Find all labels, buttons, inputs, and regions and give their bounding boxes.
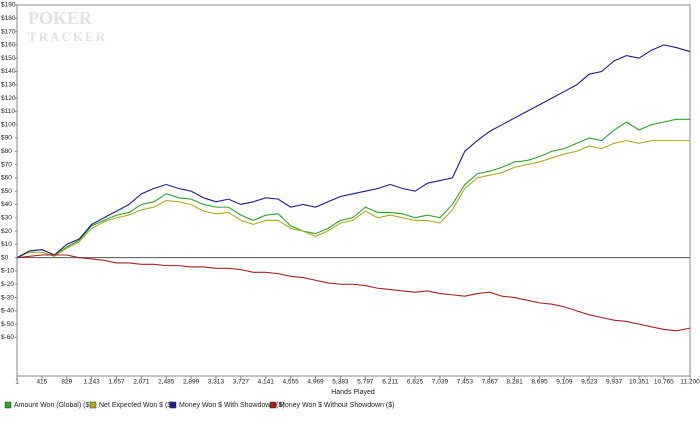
y-tick-label: $160: [1, 42, 16, 49]
x-tick-label: 2,071: [133, 379, 150, 386]
series-line: [16, 118, 690, 259]
y-tick-label: $140: [1, 68, 16, 75]
x-tick-label: 5,797: [357, 379, 374, 386]
x-tick-label: 2,485: [158, 379, 175, 386]
legend-label: Money Won $ Without Showdown ($): [279, 402, 394, 409]
x-axis-title: Hands Played: [331, 389, 375, 396]
y-tick-label: $190: [1, 2, 16, 9]
y-tick-label: $130: [1, 82, 16, 89]
y-tick-label: $40: [1, 201, 12, 208]
y-tick-label: $110: [1, 108, 15, 115]
x-tick-label: 3,313: [208, 379, 225, 386]
y-tick-label: $80: [1, 148, 12, 155]
legend-label: Net Expected Won $ ($): [99, 402, 174, 409]
x-tick-label: 1,657: [108, 379, 125, 386]
y-tick-label: $-40: [1, 308, 14, 315]
x-tick-label: 6,625: [407, 379, 424, 386]
y-tick-label: $50: [1, 188, 12, 195]
plot-frame: [16, 4, 691, 377]
x-tick-label: 4,969: [307, 379, 324, 386]
x-tick-label: 10,765: [654, 379, 674, 386]
y-tick-label: $10: [1, 241, 12, 248]
watermark: POKER: [28, 8, 93, 28]
watermark: TRACKER: [28, 29, 107, 44]
y-tick-label: $70: [1, 161, 12, 168]
x-tick-label: 9,937: [606, 379, 623, 386]
legend-label: Amount Won (Global) ($): [14, 402, 92, 409]
x-tick-label: 4,141: [258, 379, 275, 386]
series-line: [16, 140, 690, 259]
x-tick-label: 5,383: [332, 379, 349, 386]
x-tick-label: 7,453: [457, 379, 474, 386]
y-tick-label: $90: [1, 135, 12, 142]
y-tick-label: $100: [1, 121, 16, 128]
legend-swatch: [4, 401, 12, 409]
x-tick-label: 1: [15, 379, 19, 386]
x-tick-label: 11,200: [680, 379, 700, 386]
x-tick-label: 1,243: [83, 379, 100, 386]
y-tick-label: $20: [1, 228, 12, 235]
x-tick-label: 10,351: [629, 379, 649, 386]
x-tick-label: 4,555: [283, 379, 300, 386]
legend-swatch: [169, 401, 177, 409]
y-tick-label: $170: [1, 28, 16, 35]
series-line: [16, 254, 691, 332]
y-tick-label: $150: [1, 55, 16, 62]
x-tick-label: 8,695: [531, 379, 548, 386]
x-tick-label: 7,039: [432, 379, 449, 386]
x-tick-label: 829: [61, 379, 72, 386]
y-tick-label: $0: [1, 254, 9, 261]
x-tick-label: 6,211: [382, 379, 398, 386]
series-line: [16, 44, 691, 259]
x-tick-label: 8,281: [506, 379, 523, 386]
x-tick-label: 415: [36, 379, 47, 386]
y-tick-label: $30: [1, 214, 12, 221]
x-tick-label: 3,727: [233, 379, 250, 386]
x-tick-label: 9,109: [556, 379, 573, 386]
y-tick-label: $-20: [1, 281, 14, 288]
x-tick-label: 7,867: [482, 379, 499, 386]
legend-swatch: [269, 401, 277, 409]
y-tick-label: $-50: [1, 321, 14, 328]
legend-label: Money Won $ With Showdown ($): [179, 402, 285, 409]
x-tick-label: 9,523: [581, 379, 598, 386]
y-tick-label: $-30: [1, 294, 14, 301]
legend-swatch: [89, 401, 97, 409]
legend: Amount Won (Global) ($) Net Expected Won …: [4, 401, 394, 409]
y-tick-label: $120: [1, 95, 16, 102]
x-tick-label: 2,899: [183, 379, 200, 386]
y-tick-label: $-10: [1, 268, 14, 275]
y-tick-label: $180: [1, 15, 16, 22]
y-tick-label: $-60: [1, 334, 14, 341]
y-tick-label: $60: [1, 175, 12, 182]
